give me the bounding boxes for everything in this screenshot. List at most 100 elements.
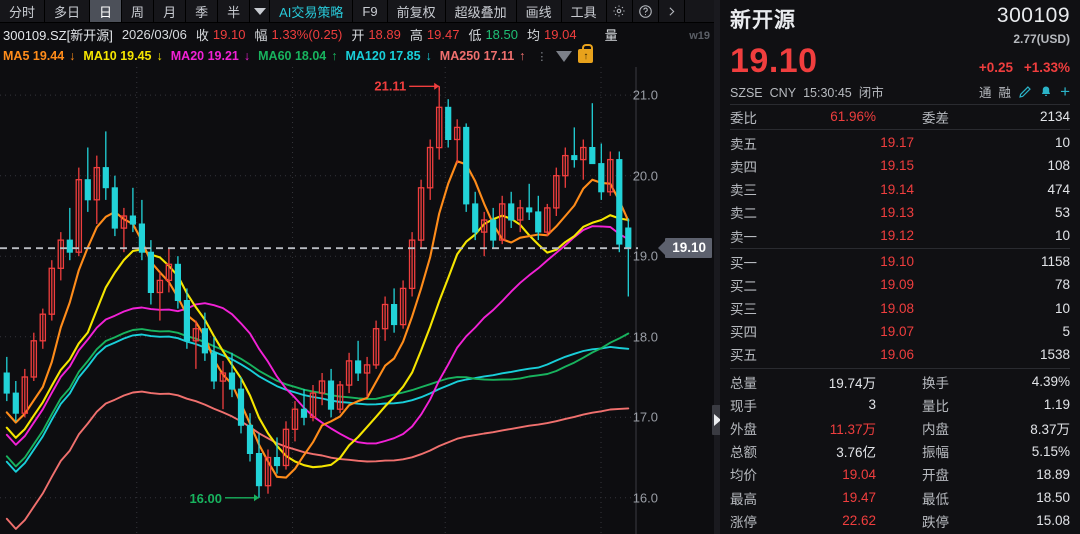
- level-qty: 1158: [1040, 254, 1070, 270]
- ma-label-ma60: MA60 18.04: [258, 49, 327, 63]
- triangle-down-icon[interactable]: [556, 50, 573, 62]
- collapse-panel-arrow[interactable]: [712, 405, 723, 435]
- level-price: 19.06: [880, 346, 914, 362]
- order-book-row[interactable]: 卖五 19.17 10: [730, 131, 1070, 154]
- ratio-diff-value: 2134: [1039, 109, 1070, 125]
- rong-button[interactable]: 融: [998, 86, 1012, 100]
- last-price: 19.10: [730, 42, 818, 80]
- ai-strategy-button[interactable]: AI交易策略: [270, 0, 354, 22]
- change-group: +0.25 +1.33%: [972, 60, 1070, 78]
- level-label: 买二: [730, 278, 757, 294]
- chevron-right-icon[interactable]: [659, 0, 685, 22]
- ratio-value: 61.96%: [830, 109, 876, 125]
- bell-icon[interactable]: [1039, 85, 1053, 99]
- high-label: 高: [409, 27, 423, 43]
- high-annotation: 21.11: [374, 78, 406, 93]
- stat-label-right: 跌停: [922, 514, 949, 530]
- order-book-row[interactable]: 卖四 19.15 108: [730, 154, 1070, 177]
- help-circle-icon[interactable]: [633, 0, 659, 22]
- ma-trend-ma10: ↓: [156, 49, 163, 63]
- order-book-row[interactable]: 卖三 19.14 474: [730, 178, 1070, 201]
- period-分时[interactable]: 分时: [0, 0, 46, 22]
- overlay-button[interactable]: 超级叠加: [446, 0, 517, 22]
- level-label: 卖五: [730, 136, 757, 152]
- market-status: 闭市: [858, 86, 884, 100]
- level-qty: 5: [1062, 323, 1070, 339]
- stat-value-left: 19.04: [842, 466, 876, 482]
- plus-icon[interactable]: +: [1060, 82, 1070, 101]
- level-label: 买五: [730, 348, 757, 364]
- stat-value-left: 22.62: [842, 513, 876, 529]
- stat-label-right: 内盘: [922, 422, 949, 438]
- stat-value-right: 15.08: [1036, 513, 1070, 529]
- open-label: 开: [351, 27, 365, 43]
- period-dropdown-caret[interactable]: [250, 0, 271, 22]
- tools-button[interactable]: 工具: [562, 0, 607, 22]
- level-qty: 78: [1054, 277, 1070, 293]
- tong-button[interactable]: 通: [979, 86, 992, 100]
- order-book-row[interactable]: 买四 19.07 5: [730, 320, 1070, 343]
- level-price: 19.08: [880, 300, 914, 316]
- level-price: 19.10: [880, 254, 914, 270]
- order-book-row[interactable]: 卖一 19.12 10: [730, 224, 1070, 247]
- order-book-row[interactable]: 买五 19.06 1538: [730, 343, 1070, 366]
- stat-row: 涨停 22.62 跌停 15.08: [730, 509, 1070, 532]
- ma-line-ma250: [5, 390, 630, 530]
- period-季[interactable]: 季: [186, 0, 219, 22]
- period-半[interactable]: 半: [218, 0, 251, 22]
- stat-row: 总量 19.74万 换手 4.39%: [730, 370, 1070, 393]
- lock-icon[interactable]: ↑: [578, 44, 594, 63]
- panel-actions: 通 融 +: [979, 82, 1070, 101]
- period-周[interactable]: 周: [122, 0, 155, 22]
- order-book-row[interactable]: 买三 19.08 10: [730, 297, 1070, 320]
- pencil-icon[interactable]: [1018, 85, 1032, 99]
- level-label: 买一: [730, 255, 757, 271]
- order-book-row[interactable]: 买二 19.09 78: [730, 273, 1070, 296]
- ma-label-ma20: MA20 19.21: [170, 49, 239, 63]
- gear-icon[interactable]: [607, 0, 633, 22]
- stat-value-right: 4.39%: [1031, 374, 1070, 390]
- draw-button[interactable]: 画线: [517, 0, 562, 22]
- order-book-row[interactable]: 买一 19.10 1158: [730, 250, 1070, 273]
- stat-row: 外盘 11.37万 内盘 8.37万: [730, 416, 1070, 439]
- open-value: 18.89: [368, 26, 401, 42]
- change-value: 1.33%(0.25): [271, 26, 343, 42]
- f9-button[interactable]: F9: [353, 0, 388, 22]
- low-annotation: 16.00: [189, 491, 222, 506]
- level-qty: 10: [1054, 135, 1070, 151]
- low-value: 18.50: [485, 26, 518, 42]
- stat-value-right: 18.50: [1036, 490, 1070, 506]
- level-qty: 108: [1047, 158, 1070, 174]
- level-qty: 1538: [1039, 346, 1070, 362]
- pane-divider[interactable]: [712, 0, 723, 534]
- ma-label-ma5: MA5 19.44: [3, 49, 65, 63]
- ma-line-ma120: [5, 333, 630, 473]
- ma-line-ma10: [5, 214, 630, 469]
- quote-panel: 新开源 300109 2.77(USD) 19.10 +0.25 +1.33% …: [720, 0, 1080, 534]
- kebab-menu-icon[interactable]: ⋮: [536, 50, 548, 63]
- ma-label-ma120: MA120 17.85: [345, 49, 421, 63]
- stat-row: 现手 3 量比 1.19: [730, 393, 1070, 416]
- market-meta: SZSE CNY 15:30:45 闭市: [730, 82, 891, 101]
- level-label: 卖三: [730, 183, 757, 199]
- ma-line-ma5: [5, 160, 630, 479]
- chart-toolbar: 分时 多日日周月季半 AI交易策略 F9 前复权 超级叠加 画线 工具: [0, 0, 714, 23]
- period-多日[interactable]: 多日: [45, 0, 91, 22]
- adjust-button[interactable]: 前复权: [388, 0, 446, 22]
- order-book-row[interactable]: 卖二 19.13 53: [730, 201, 1070, 224]
- avg-label: 均: [527, 27, 541, 43]
- usd-price: 2.77(USD): [1013, 32, 1070, 46]
- level-qty: 10: [1054, 228, 1070, 244]
- quote-strip: 300109.SZ[新开源] 2026/03/06 收 19.10 幅 1.33…: [0, 23, 714, 45]
- stat-label-right: 量比: [922, 398, 949, 414]
- order-book: 委比 61.96% 委差 2134 卖五 19.17 10 卖四 19.15 108 卖三 1…: [720, 105, 1080, 534]
- ratio-row: 委比 61.96% 委差 2134: [730, 105, 1070, 128]
- level-label: 卖四: [730, 159, 757, 175]
- ratio-label: 委比: [730, 110, 757, 126]
- period-月[interactable]: 月: [154, 0, 187, 22]
- candlestick-chart[interactable]: 21.11 16.00 21.0 20.0 19.0 18.0 17.0 16.0 19.10: [0, 67, 714, 534]
- period-日[interactable]: 日: [90, 0, 123, 22]
- chart-canvas[interactable]: 21.11 16.00: [0, 67, 714, 534]
- stats-table: 总量 19.74万 换手 4.39% 现手 3 量比 1.19 外盘 11.37万 内盘 8.37万总…: [730, 370, 1070, 534]
- change-absolute: +0.25: [978, 60, 1014, 75]
